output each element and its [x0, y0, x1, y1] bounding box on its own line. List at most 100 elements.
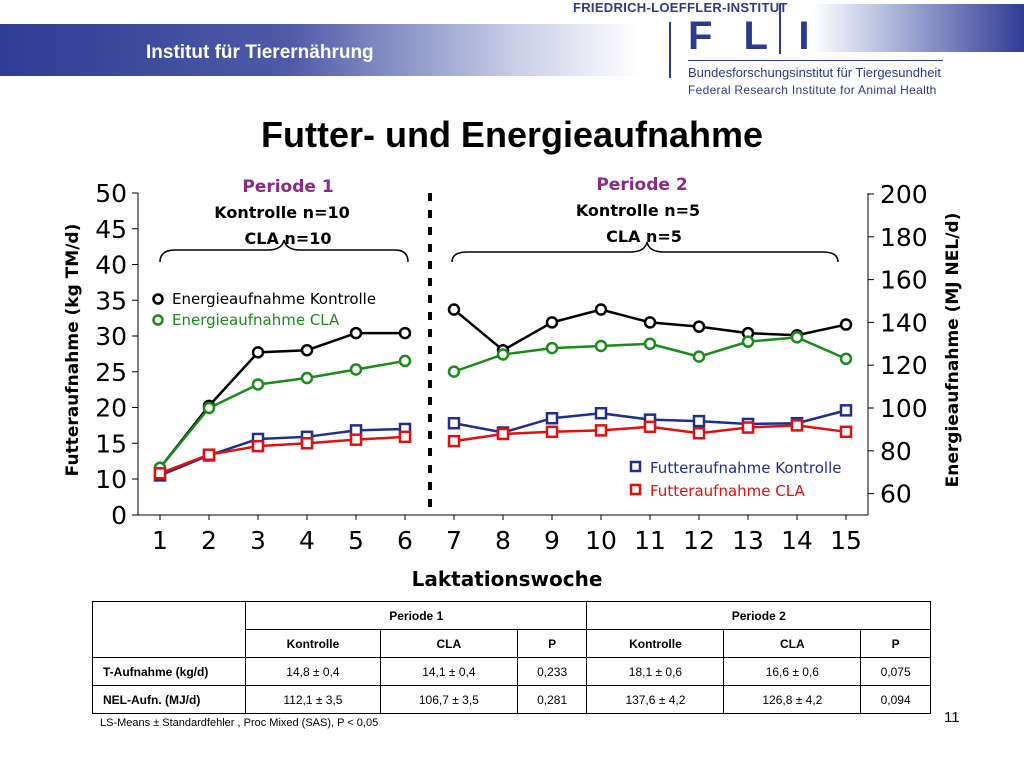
table-cell: 112,1 ± 3,5: [246, 686, 381, 714]
table-cell: 0,075: [861, 658, 931, 686]
period2-line1: Kontrolle n=5: [576, 201, 700, 220]
data-point: [302, 438, 312, 448]
x-axis-title: Laktationswoche: [412, 567, 603, 591]
data-point: [547, 427, 557, 437]
data-point: [449, 367, 459, 377]
y-tick-label: 30: [95, 322, 127, 351]
page-number: 11: [944, 709, 960, 726]
x-tick-label: 12: [683, 526, 715, 555]
y-tick-label: 50: [95, 179, 127, 208]
data-point: [596, 408, 606, 418]
table-column-header: CLA: [380, 630, 517, 658]
table-cell: 0,281: [517, 686, 587, 714]
data-point: [400, 432, 410, 442]
data-point: [351, 435, 361, 445]
data-point: [596, 341, 606, 351]
y2-tick-label: 160: [880, 266, 928, 295]
table-cell: 14,1 ± 0,4: [380, 658, 517, 686]
x-tick-label: 8: [495, 526, 511, 555]
data-point: [253, 347, 263, 357]
data-point: [498, 350, 508, 360]
table-cell: 14,8 ± 0,4: [246, 658, 381, 686]
data-point: [400, 328, 410, 338]
data-point: [596, 305, 606, 315]
x-tick-label: 4: [299, 526, 315, 555]
y-tick-label: 0: [111, 501, 127, 530]
data-point: [792, 332, 802, 342]
series-line-3: [160, 437, 405, 473]
table-header-periods: Periode 1 Periode 2: [93, 602, 931, 630]
table-cell: 137,6 ± 4,2: [587, 686, 724, 714]
x-tick-label: 1: [152, 526, 168, 555]
intake-chart: Periode 1 Kontrolle n=10 CLA n=10 Period…: [0, 0, 1024, 600]
data-point: [743, 423, 753, 433]
data-point: [449, 436, 459, 446]
data-point: [204, 450, 214, 460]
data-point: [547, 343, 557, 353]
footnote: LS-Means ± Standardfehler , Proc Mixed (…: [100, 717, 378, 729]
data-point: [253, 379, 263, 389]
y2-tick-label: 60: [880, 480, 912, 509]
period2-title: Periode 2: [596, 175, 687, 195]
table-row: T-Aufnahme (kg/d) 14,8 ± 0,4 14,1 ± 0,4 …: [93, 658, 931, 686]
legend-marker-feed-control: [631, 462, 640, 471]
x-tick-label: 13: [732, 526, 764, 555]
series-line-1: [160, 361, 405, 468]
table-column-header: CLA: [724, 630, 861, 658]
legend-marker-feed-cla: [631, 485, 640, 494]
data-point: [792, 420, 802, 430]
y2-tick-label: 80: [880, 437, 912, 466]
period1-title: Periode 1: [242, 177, 333, 197]
legend-label-feed-control: Futteraufnahme Kontrolle: [650, 459, 842, 477]
data-point: [498, 429, 508, 439]
x-tick-label: 10: [585, 526, 617, 555]
table-cell: 0,233: [517, 658, 587, 686]
data-point: [155, 468, 165, 478]
legend-label-energy-cla: Energieaufnahme CLA: [172, 311, 340, 329]
legend-label-energy-control: Energieaufnahme Kontrolle: [172, 290, 376, 308]
data-point: [694, 352, 704, 362]
table-cell: 106,7 ± 3,5: [380, 686, 517, 714]
statistics-table: Periode 1 Periode 2 Kontrolle CLA P Kont…: [92, 601, 931, 714]
data-point: [547, 413, 557, 423]
data-point: [351, 328, 361, 338]
data-point: [204, 403, 214, 413]
table-period-header: Periode 1: [246, 602, 587, 630]
data-point: [351, 364, 361, 374]
series-line-0: [160, 333, 405, 468]
legend-marker-energy-cla: [154, 316, 163, 325]
x-tick-label: 7: [446, 526, 462, 555]
y-axis-title: Futteraufnahme (kg TM/d): [63, 224, 83, 477]
table-column-header: P: [517, 630, 587, 658]
data-point: [302, 345, 312, 355]
x-tick-label: 9: [544, 526, 560, 555]
x-tick-label: 14: [781, 526, 813, 555]
y-tick-label: 20: [95, 394, 127, 423]
table-cell: 126,8 ± 4,2: [724, 686, 861, 714]
data-point: [841, 354, 851, 364]
data-point: [841, 320, 851, 330]
data-point: [547, 317, 557, 327]
table-column-header: Kontrolle: [246, 630, 381, 658]
data-point: [743, 337, 753, 347]
data-point: [449, 305, 459, 315]
table-corner: [93, 602, 246, 658]
data-point: [302, 373, 312, 383]
data-point: [694, 428, 704, 438]
series-line-2: [160, 429, 405, 475]
table-row: NEL-Aufn. (MJ/d) 112,1 ± 3,5 106,7 ± 3,5…: [93, 686, 931, 714]
y2-tick-label: 100: [880, 394, 928, 423]
table-cell: 18,1 ± 0,6: [587, 658, 724, 686]
legend-label-feed-cla: Futteraufnahme CLA: [650, 482, 805, 500]
data-point: [645, 317, 655, 327]
data-point: [645, 339, 655, 349]
x-tick-label: 5: [348, 526, 364, 555]
data-point: [645, 422, 655, 432]
table-column-header: P: [861, 630, 931, 658]
y2-tick-label: 120: [880, 351, 928, 380]
x-tick-label: 3: [250, 526, 266, 555]
y-tick-label: 40: [95, 251, 127, 280]
y2-tick-label: 180: [880, 223, 928, 252]
table-cell: 16,6 ± 0,6: [724, 658, 861, 686]
y2-tick-label: 200: [880, 180, 928, 209]
